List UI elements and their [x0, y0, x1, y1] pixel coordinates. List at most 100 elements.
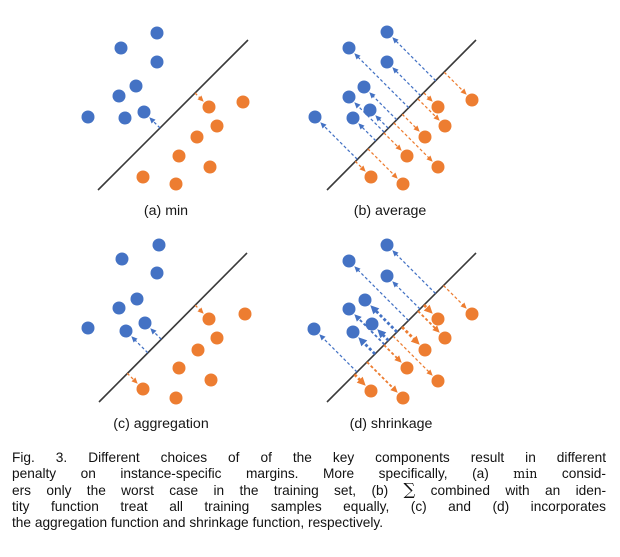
- decision-boundary-line: [326, 39, 477, 191]
- margin-arrow-head: [392, 250, 399, 257]
- margin-arrow-shaft: [395, 253, 436, 294]
- data-point-blue: [363, 103, 377, 117]
- caption-text: penalty on instance-specific margins. Mo…: [12, 466, 514, 482]
- data-point-orange: [190, 130, 204, 144]
- margin-arrow-head: [354, 102, 361, 109]
- panel-a: (a) min: [81, 26, 250, 219]
- data-point-orange: [431, 312, 445, 326]
- margin-arrow-shaft: [126, 372, 135, 381]
- margin-arrow-head: [392, 67, 399, 74]
- margin-arrow-head: [394, 355, 402, 363]
- data-point-orange: [431, 160, 445, 174]
- data-point-orange: [136, 382, 150, 396]
- data-point-blue: [346, 325, 360, 339]
- figure-canvas: (a) min (b) average (c) aggregation (d) shr…: [81, 25, 479, 432]
- data-point-orange: [418, 130, 432, 144]
- margin-arrow-head: [354, 53, 361, 60]
- margin-arrow-shaft: [357, 105, 385, 133]
- data-point-orange: [210, 119, 224, 133]
- panel-label-d: (d) shrinkage: [350, 416, 433, 432]
- panel-b: (b) average: [308, 25, 479, 219]
- data-point-blue: [380, 25, 394, 39]
- data-point-orange: [210, 331, 224, 345]
- data-point-blue: [81, 110, 95, 124]
- margin-arrow-head: [149, 117, 156, 124]
- margin-arrow-shaft: [443, 285, 464, 306]
- margin-arrow-head: [354, 314, 362, 322]
- margin-arrow-shaft: [354, 160, 363, 169]
- margin-arrow-head: [423, 304, 433, 314]
- data-point-orange: [431, 100, 445, 114]
- data-point-blue: [119, 324, 133, 338]
- data-point-orange: [203, 160, 217, 174]
- data-point-orange: [172, 361, 186, 375]
- margin-arrow-shaft: [361, 126, 377, 142]
- margin-arrow-head: [426, 95, 433, 102]
- caption-line: penalty on instance-specific margins. Mo…: [12, 466, 606, 482]
- margin-arrow-shaft: [366, 361, 395, 390]
- data-point-orange: [238, 307, 252, 321]
- data-point-orange: [364, 170, 378, 184]
- margin-arrow-head: [413, 125, 420, 132]
- margin-arrow-shaft: [395, 40, 437, 82]
- margin-arrow-head: [460, 88, 467, 95]
- data-point-orange: [202, 100, 216, 114]
- margin-arrow-head: [197, 95, 204, 102]
- margin-arrow-head: [391, 172, 398, 179]
- panel-label-a: (a) min: [144, 203, 188, 219]
- margin-arrow-shaft: [362, 341, 376, 355]
- margin-arrow-shaft: [395, 284, 421, 310]
- margin-arrow-head: [358, 337, 368, 347]
- data-point-orange: [169, 177, 183, 191]
- data-point-orange: [465, 93, 479, 107]
- margin-arrow-shaft: [423, 92, 430, 99]
- margin-arrow-head: [433, 114, 440, 121]
- data-point-orange: [136, 170, 150, 184]
- margin-arrow-head: [392, 281, 399, 288]
- caption-text: the aggregation function and shrinkage f…: [12, 515, 384, 531]
- data-point-blue: [346, 111, 360, 125]
- margin-arrow-shaft: [357, 56, 410, 109]
- data-point-blue: [115, 252, 129, 266]
- margin-arrow-shaft: [153, 331, 162, 340]
- margin-arrow-head: [320, 122, 327, 129]
- margin-arrow-shaft: [417, 98, 437, 118]
- margin-arrow-shaft: [417, 310, 437, 330]
- margin-arrow-head: [395, 144, 402, 151]
- data-point-orange: [418, 343, 432, 357]
- data-point-blue: [114, 41, 128, 55]
- margin-arrow-shaft: [372, 95, 398, 121]
- margin-arrow-shaft: [152, 120, 161, 129]
- data-point-blue: [112, 301, 126, 315]
- data-point-orange: [396, 177, 410, 191]
- caption-text: Fig. 3. Different choices of of the key …: [12, 450, 606, 465]
- caption-line: the aggregation function and shrinkage f…: [12, 515, 606, 531]
- margin-arrow-shaft: [401, 113, 417, 129]
- data-point-orange: [172, 149, 186, 163]
- data-point-orange: [431, 374, 445, 388]
- margin-arrow-shaft: [323, 125, 358, 160]
- caption-text: consid-: [537, 466, 606, 482]
- data-point-blue: [380, 269, 394, 283]
- margin-arrow-head: [377, 329, 387, 339]
- data-point-orange: [364, 384, 378, 398]
- margin-arrow-head: [369, 92, 376, 99]
- data-point-blue: [150, 26, 164, 40]
- data-point-blue: [112, 89, 126, 103]
- data-point-orange: [438, 119, 452, 133]
- data-point-blue: [380, 238, 394, 252]
- data-point-orange: [236, 95, 250, 109]
- decision-boundary-line: [98, 252, 248, 403]
- margin-arrow-shaft: [423, 304, 429, 310]
- margin-arrow-shaft: [395, 70, 422, 97]
- margin-arrow-head: [359, 165, 366, 172]
- margin-arrow-shaft: [401, 326, 416, 341]
- data-point-blue: [358, 293, 372, 307]
- margin-arrow-head: [392, 37, 399, 44]
- math-min-text: min: [513, 466, 538, 482]
- margin-arrow-head: [426, 369, 433, 376]
- margin-arrow-head: [410, 335, 420, 345]
- data-point-blue: [137, 105, 151, 119]
- margin-arrow-head: [426, 155, 433, 162]
- data-point-blue: [150, 55, 164, 69]
